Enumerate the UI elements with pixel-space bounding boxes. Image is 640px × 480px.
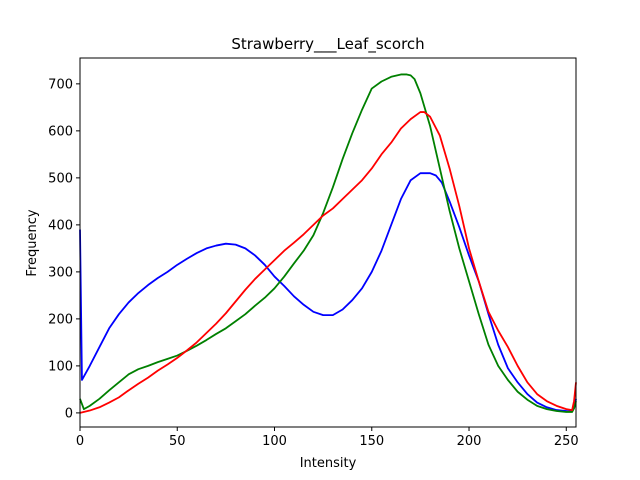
y-tick-label: 500 bbox=[48, 171, 73, 186]
axes-layer: 0 50 100 150 200 250 0 100 200 300 400 500 600 700 bbox=[48, 57, 579, 449]
y-tick-label: 200 bbox=[48, 312, 73, 327]
y-axis-label: Frequency bbox=[25, 209, 40, 276]
plot-frame bbox=[79, 57, 577, 428]
series-layer bbox=[79, 73, 577, 414]
x-axis-label: Intensity bbox=[300, 456, 357, 471]
series-line-1 bbox=[79, 73, 577, 413]
y-tick-label: 600 bbox=[48, 124, 73, 139]
series-line-0 bbox=[79, 172, 577, 413]
x-tick-label: 100 bbox=[262, 434, 287, 449]
x-tick-label: 200 bbox=[457, 434, 482, 449]
x-tick-label: 50 bbox=[169, 434, 186, 449]
x-tick-label: 250 bbox=[554, 434, 579, 449]
x-tick-label: 0 bbox=[76, 434, 84, 449]
y-tick-label: 0 bbox=[65, 406, 73, 421]
y-tick-label: 400 bbox=[48, 218, 73, 233]
y-tick-label: 100 bbox=[48, 359, 73, 374]
x-tick-label: 150 bbox=[359, 434, 384, 449]
series-line-2 bbox=[79, 111, 577, 414]
y-tick-label: 700 bbox=[48, 77, 73, 92]
y-tick-label: 300 bbox=[48, 265, 73, 280]
chart-title: Strawberry___Leaf_scorch bbox=[231, 35, 424, 54]
